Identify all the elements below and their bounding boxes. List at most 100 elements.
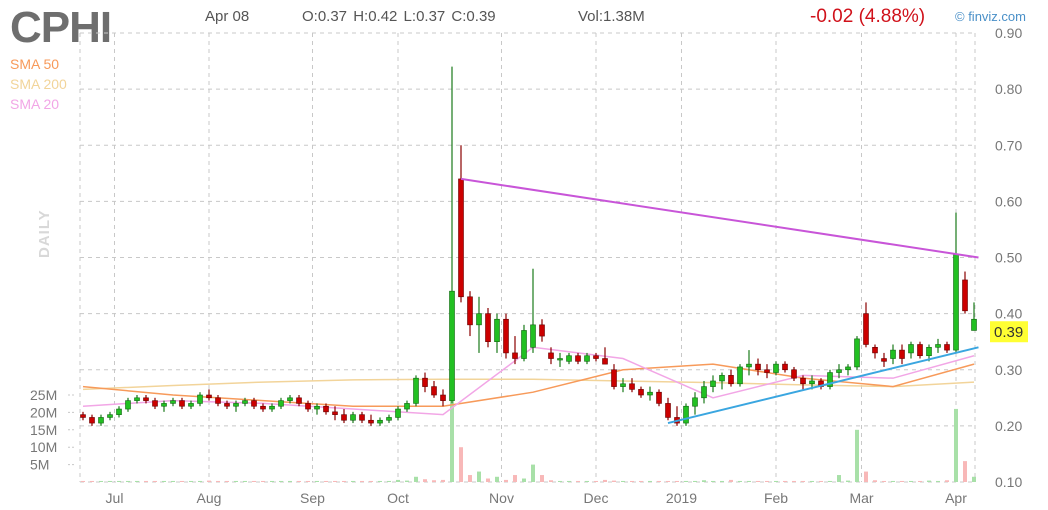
candle-body — [800, 377, 806, 385]
volume-bar — [297, 480, 301, 482]
volume-bar — [819, 480, 823, 482]
volume-bar — [603, 479, 607, 482]
volume-bar — [288, 480, 292, 482]
candle-body — [764, 369, 770, 373]
candle-body — [422, 377, 428, 387]
candle-body — [836, 369, 842, 373]
price-tick-label: 0.50 — [995, 250, 1022, 266]
candle-body — [935, 344, 941, 348]
x-tick-label: Sep — [300, 490, 325, 506]
candle-body — [620, 383, 626, 387]
volume-bar — [531, 464, 535, 482]
price-change: -0.02 (4.88%) — [810, 6, 926, 27]
x-tick-label: Dec — [584, 490, 609, 506]
candle-body — [881, 358, 887, 362]
volume-bar — [234, 480, 238, 482]
x-tick-label: Aug — [197, 490, 222, 506]
candle-body — [170, 400, 176, 404]
resistance-trendline — [460, 177, 979, 259]
candle-body — [269, 405, 275, 410]
volume-bar — [891, 480, 895, 482]
candle-body — [584, 355, 590, 362]
candle-body — [557, 358, 563, 361]
volume-bar — [423, 479, 427, 482]
candle-body — [89, 417, 95, 424]
volume-bar — [351, 480, 355, 482]
volume-tick-label: 5M — [30, 457, 49, 473]
volume-bar — [909, 480, 913, 482]
volume-bar — [864, 471, 868, 482]
volume-bar — [243, 480, 247, 482]
candle-body — [692, 397, 698, 407]
candle-body — [863, 313, 869, 345]
volume-readout: Vol:1.38M — [578, 8, 645, 25]
candle-body — [296, 397, 302, 404]
candle-body — [206, 394, 212, 399]
candle-body — [629, 383, 635, 390]
candle-body — [665, 403, 671, 418]
volume-bar — [432, 480, 436, 482]
last-price-label: 0.39 — [994, 324, 1023, 341]
volume-bar — [270, 480, 274, 482]
candle-body — [440, 394, 446, 401]
candle-body — [494, 318, 500, 342]
volume-bar — [378, 480, 382, 482]
support-trendline — [667, 346, 979, 425]
volume-bar — [513, 475, 517, 482]
candle-body — [512, 352, 518, 359]
volume-bar — [918, 480, 922, 482]
price-tick-label: 0.40 — [995, 306, 1022, 322]
volume-bar — [405, 480, 409, 482]
candle-body — [773, 363, 779, 373]
volume-bar — [594, 480, 598, 482]
price-tick-label: 0.20 — [995, 418, 1022, 434]
candle-body — [791, 369, 797, 379]
volume-bar — [630, 480, 634, 482]
candle-body — [656, 391, 662, 404]
candle-body — [458, 178, 464, 298]
volume-bar — [414, 476, 418, 482]
candle-body — [395, 408, 401, 418]
candle-body — [962, 279, 968, 312]
candle-body — [593, 355, 599, 359]
price-tick-label: 0.80 — [995, 81, 1022, 97]
volume-bar — [360, 480, 364, 482]
volume-bar — [153, 480, 157, 482]
candle-body — [152, 400, 158, 407]
candle-body — [80, 414, 86, 418]
legend-sma200: SMA 200 — [10, 76, 67, 92]
volume-bar — [846, 480, 850, 482]
volume-bar — [495, 476, 499, 482]
candle-body — [116, 408, 122, 415]
volume-bar — [324, 480, 328, 482]
candle-body — [728, 375, 734, 385]
candle-body — [476, 313, 482, 326]
candle-body — [926, 346, 932, 357]
volume-bar — [198, 480, 202, 482]
candle-body — [611, 369, 617, 387]
candle-body — [332, 411, 338, 415]
volume-bar — [135, 480, 139, 482]
volume-bar — [441, 479, 445, 482]
volume-bar — [702, 480, 706, 482]
finviz-brand-link[interactable]: © finviz.com — [955, 9, 1026, 24]
candle-body — [377, 419, 383, 424]
volume-bar — [396, 479, 400, 482]
candle-body — [260, 405, 266, 410]
volume-bar — [639, 480, 643, 482]
volume-bar — [477, 471, 481, 482]
candle-body — [125, 400, 131, 410]
candle-body — [602, 358, 608, 365]
volume-bar — [684, 480, 688, 482]
volume-bar — [369, 480, 373, 482]
volume-bar — [342, 480, 346, 482]
sma50-line — [82, 363, 975, 407]
price-tick-label: 0.10 — [995, 474, 1022, 490]
volume-bar — [315, 480, 319, 482]
candle-body — [899, 349, 905, 359]
candle-body — [647, 391, 653, 396]
sma200-line — [82, 378, 975, 391]
volume-bar — [180, 480, 184, 482]
candle-body — [98, 417, 104, 424]
